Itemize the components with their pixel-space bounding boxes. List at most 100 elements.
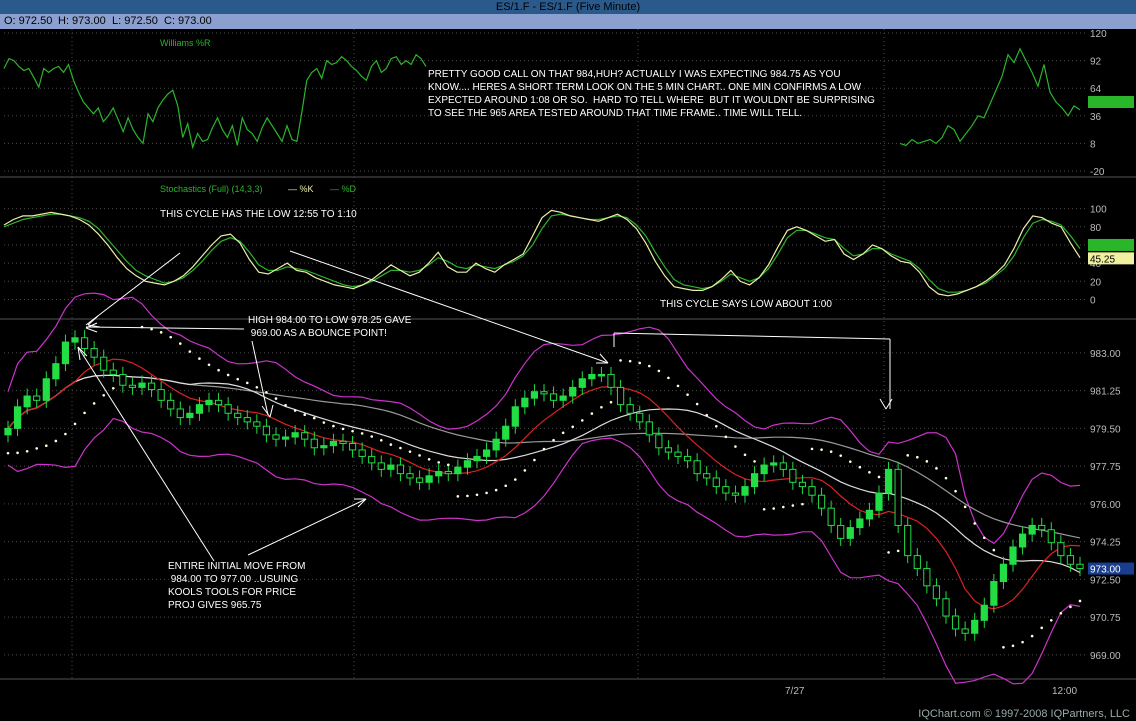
sar-dot — [418, 454, 421, 457]
sar-dot — [609, 400, 613, 404]
sar-dot — [781, 505, 785, 509]
candle-body — [770, 462, 778, 466]
sar-dot — [600, 405, 603, 409]
candle-body — [406, 473, 414, 479]
candle-body — [195, 404, 204, 414]
candle-body — [358, 449, 366, 457]
williams-title: Williams %R — [160, 38, 211, 48]
annotation-arrow-head — [879, 398, 887, 410]
sar-dot — [284, 403, 287, 407]
cycle-note-1: THIS CYCLE HAS THE LOW 12:55 TO 1:10 — [160, 209, 357, 220]
sar-dot — [628, 359, 632, 363]
sar-dot — [772, 507, 776, 510]
y-tick-label: 8 — [1090, 139, 1096, 150]
sar-dot — [446, 463, 450, 467]
sar-dot — [226, 373, 230, 377]
candle-body — [205, 399, 213, 406]
sar-dot — [360, 432, 364, 435]
sar-dot — [647, 364, 651, 368]
candle-body — [52, 363, 60, 380]
sar-dot — [159, 331, 163, 334]
price-chart[interactable]: 1209264368-20100806040200983.00981.25979… — [0, 29, 1136, 707]
stoch-legend-k: — %K — [288, 184, 314, 194]
annotation-arrow — [247, 498, 367, 556]
sar-dot — [1030, 634, 1034, 638]
sar-dot — [935, 467, 938, 470]
candle-body — [1066, 555, 1075, 565]
stoch-legend-d: — %D — [330, 184, 357, 194]
sar-dot — [858, 465, 862, 469]
candle-body — [760, 464, 768, 475]
candle-body — [4, 427, 12, 436]
candle-body — [693, 460, 701, 475]
y-tick-label: 983.00 — [1090, 349, 1121, 360]
y-tick-label: 64 — [1090, 84, 1102, 95]
sar-dot — [1069, 605, 1072, 609]
stoch-current-marker — [1088, 252, 1134, 265]
candle-body — [262, 425, 271, 436]
sar-dot — [25, 449, 29, 453]
candle-body — [703, 473, 711, 479]
candle-body — [100, 356, 108, 371]
sar-dot — [1040, 626, 1044, 630]
y-tick-label: -20 — [1090, 167, 1105, 178]
candle-body — [425, 475, 433, 483]
candle-body — [348, 442, 357, 451]
y-tick-label: 0 — [1090, 295, 1096, 306]
sar-dot — [762, 507, 766, 511]
candle-body — [980, 604, 988, 621]
y-tick-label: 36 — [1090, 112, 1102, 123]
candle-body — [913, 555, 921, 570]
candle-body — [33, 395, 41, 401]
sar-dot — [207, 363, 211, 367]
sar-dot — [963, 505, 967, 509]
candle-body — [1009, 546, 1017, 565]
sar-dot — [1021, 640, 1024, 644]
sar-dot — [102, 393, 106, 397]
sar-dot — [523, 469, 527, 472]
candle-body — [291, 432, 299, 438]
candle-body — [827, 507, 835, 526]
sar-dot — [915, 455, 919, 459]
stoch-d-current-marker — [1088, 238, 1134, 251]
sar-dot — [848, 460, 852, 463]
ohlc-high: H: 973.00 — [58, 15, 106, 27]
stoch-title: Stochastics (Full) (14,3,3) — [160, 184, 263, 194]
candle-body — [597, 373, 606, 377]
candle-body — [387, 464, 395, 470]
ohlc-readout: O: 972.50 H: 973.00 L: 972.50 C: 973.00 — [0, 14, 1136, 29]
sar-dot — [303, 413, 307, 417]
sar-dot — [801, 502, 804, 506]
sar-dot — [494, 488, 498, 492]
candle-body — [808, 486, 816, 496]
candle-body — [13, 406, 22, 429]
candle-body — [463, 460, 472, 468]
candle-body — [90, 348, 98, 358]
candle-body — [492, 438, 500, 451]
candle-body — [454, 466, 462, 475]
sar-dot — [274, 397, 278, 400]
stoch-current-marker-label: 45.25 — [1090, 254, 1115, 265]
candle-body — [798, 481, 807, 488]
sar-dot — [839, 454, 843, 457]
candle-body — [80, 337, 89, 350]
candle-body — [626, 404, 634, 414]
sar-dot — [245, 381, 249, 385]
annotation-arrow — [85, 252, 181, 326]
sar-dot — [169, 335, 173, 339]
candle-body — [616, 386, 625, 406]
candle-body — [961, 628, 969, 634]
sar-dot — [791, 504, 795, 507]
candle-body — [990, 581, 998, 606]
candle-body — [128, 384, 137, 388]
candle-body — [71, 337, 79, 343]
sar-dot — [332, 424, 335, 428]
sar-dot — [150, 327, 153, 331]
price-current-marker-label: 973.00 — [1090, 565, 1121, 576]
ohlc-close: C: 973.00 — [164, 15, 212, 27]
sar-dot — [638, 361, 642, 365]
stoch-legend-k-label: %K — [299, 184, 314, 194]
candle-body — [904, 524, 912, 557]
candle-body — [444, 471, 452, 475]
candle-body — [329, 440, 338, 447]
